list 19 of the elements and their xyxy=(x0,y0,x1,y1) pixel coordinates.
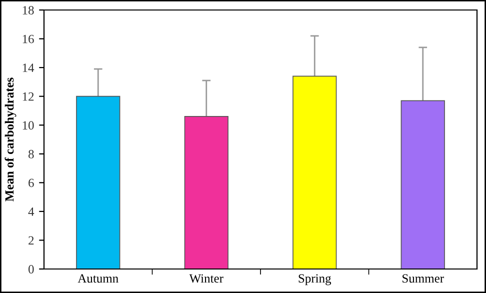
y-tick-label: 16 xyxy=(22,34,34,44)
y-axis-title: Mean of carbohydrates xyxy=(4,78,16,202)
y-tick-label: 4 xyxy=(28,208,34,216)
y-tick-label: 6 xyxy=(28,178,34,188)
bar xyxy=(400,100,445,269)
y-tick-label: 12 xyxy=(22,92,34,101)
y-tick-label: 8 xyxy=(28,150,34,158)
y-tick-label: 18 xyxy=(22,6,34,14)
bar xyxy=(292,76,337,269)
y-tick-label: 10 xyxy=(22,121,34,130)
y-tick-label: 14 xyxy=(22,64,34,72)
x-tick-label: Spring xyxy=(298,274,332,286)
bar xyxy=(76,96,120,269)
x-tick-label: Autumn xyxy=(78,274,118,283)
y-tick-label: 0 xyxy=(28,265,34,274)
y-tick-label: 2 xyxy=(28,236,34,245)
bar xyxy=(184,116,228,269)
x-tick-label: Summer xyxy=(402,274,444,283)
x-tick-label: Winter xyxy=(189,274,224,283)
